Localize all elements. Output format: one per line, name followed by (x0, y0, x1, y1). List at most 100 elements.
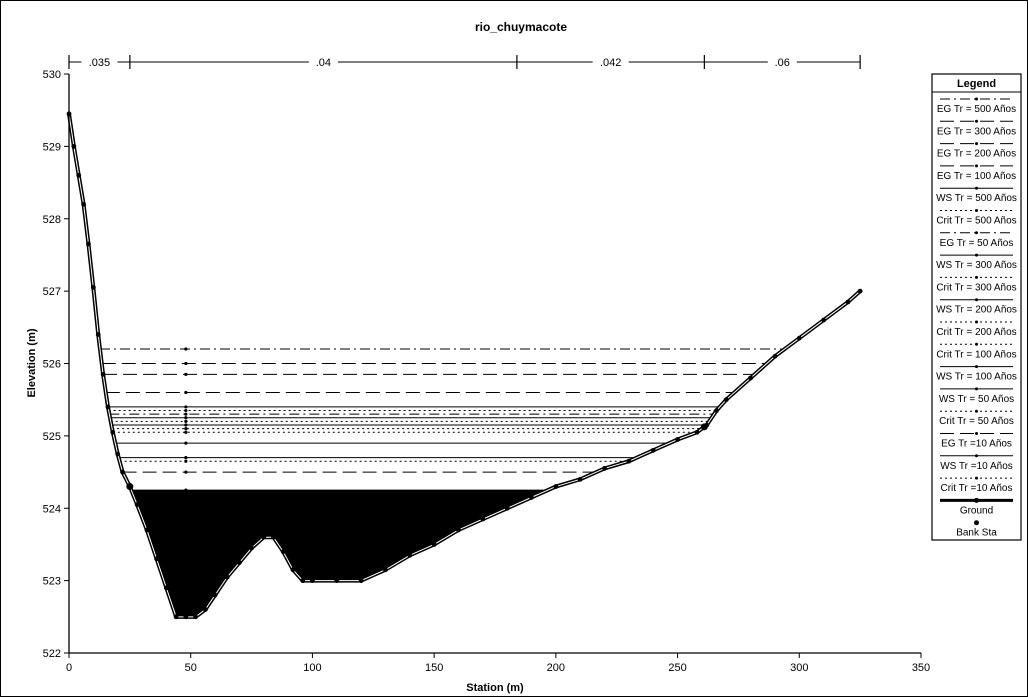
legend-entry-label: Crit Tr =10 Años (941, 483, 1013, 494)
y-tick-label: 522 (43, 648, 61, 660)
ground-point (193, 614, 198, 620)
level-marker (184, 416, 188, 420)
level-marker (184, 372, 188, 376)
legend-entry-label: Bank Sta (956, 528, 997, 539)
ground-point (723, 397, 729, 403)
legend-sample-marker (975, 142, 978, 146)
ground-point (76, 172, 82, 178)
ground-point (675, 437, 680, 442)
ground-point (100, 371, 106, 377)
y-tick-label: 528 (43, 214, 61, 226)
legend-sample-marker (975, 97, 978, 101)
ground-point (300, 578, 306, 584)
level-marker (184, 408, 188, 413)
legend-entry-label: WS Tr = 300 Años (936, 260, 1017, 271)
ground-point (358, 578, 364, 584)
ground-point (105, 404, 111, 410)
legend-entry-label: WS Tr =10 Años (940, 461, 1013, 472)
legend-sample-ground-marker (974, 497, 979, 503)
ground-point (183, 614, 189, 620)
ground-point (456, 527, 461, 533)
mannings-label-bg (592, 55, 629, 69)
level-marker (184, 423, 188, 427)
legend-entry-label: EG Tr = 500 Años (937, 104, 1016, 115)
y-tick-label: 529 (43, 141, 61, 153)
level-marker (184, 419, 188, 423)
legend-entry-label: Crit Tr = 300 Años (936, 282, 1016, 293)
ground-point (95, 332, 101, 337)
ground-point (212, 592, 218, 598)
ground-point (407, 552, 413, 558)
ground-point (237, 560, 242, 565)
ground-point (110, 429, 116, 435)
legend-entry-label: EG Tr = 50 Años (940, 238, 1014, 249)
mannings-label-bg (767, 55, 797, 69)
ground-point (224, 574, 230, 580)
ground-point (577, 476, 583, 482)
legend-box (931, 73, 1022, 541)
y-tick-label: 523 (43, 576, 61, 588)
water-fill-ws-tr-10-a-os (131, 490, 548, 617)
ground-point (86, 241, 91, 247)
legend-entry-label: WS Tr = 500 Años (936, 193, 1017, 204)
ground-point (271, 534, 276, 540)
legend-sample-marker (975, 164, 978, 168)
y-tick-label: 527 (43, 286, 61, 298)
x-tick-label: 50 (185, 662, 197, 674)
mannings-label: .042 (600, 57, 621, 69)
level-marker (184, 347, 188, 351)
mannings-label-bg (308, 55, 338, 69)
legend-sample-marker (975, 320, 978, 324)
ground-point (280, 549, 286, 555)
ground-point (821, 317, 827, 323)
legend-entry-label: Crit Tr = 500 Años (936, 216, 1016, 227)
level-marker (184, 490, 188, 494)
ground-point (553, 484, 559, 489)
x-tick-label: 250 (668, 662, 686, 674)
ground-point (529, 494, 534, 500)
level-marker (184, 459, 188, 463)
ground-point (154, 556, 160, 562)
legend-sample-marker (975, 253, 978, 257)
legend-entry-label: WS Tr = 50 Años (939, 394, 1014, 405)
x-tick-label: 100 (303, 662, 321, 674)
level-marker (184, 427, 188, 431)
legend-entry-label: EG Tr =10 Años (941, 439, 1012, 450)
ground-point (480, 516, 486, 522)
legend-sample-marker (975, 432, 978, 435)
mannings-label: .035 (89, 57, 110, 69)
level-marker (184, 412, 188, 416)
chart-title: rio_chuymacote (475, 20, 567, 34)
ground-point (134, 502, 140, 508)
y-tick-label: 526 (43, 359, 61, 371)
legend-sample-marker (975, 275, 978, 279)
legend-sample-marker (975, 409, 978, 413)
ground-point (120, 469, 125, 475)
level-marker (184, 455, 188, 460)
ground-point (602, 466, 607, 471)
legend-entry-label: Crit Tr = 50 Años (939, 416, 1014, 427)
level-marker (184, 430, 188, 434)
legend-sample-marker (975, 186, 978, 190)
ground-point (504, 505, 510, 511)
legend-sample-marker (975, 476, 978, 480)
legend-sample-marker (975, 365, 978, 369)
ground-point (714, 408, 719, 413)
ground-point (845, 299, 851, 305)
level-marker (184, 470, 188, 474)
legend-sample-marker (975, 231, 978, 235)
legend-entry-label: WS Tr = 100 Años (936, 372, 1017, 383)
ground-point (694, 429, 700, 435)
legend-sample-marker (975, 209, 978, 212)
ground-line-inner (68, 113, 861, 618)
ground-point (626, 458, 632, 464)
legend-entry-label: Ground (960, 505, 993, 516)
ground-point (71, 143, 77, 149)
ground-point (383, 567, 388, 573)
ground-point (144, 527, 150, 533)
legend-title: Legend (957, 78, 996, 90)
legend-sample-marker (975, 298, 978, 302)
ground-point (857, 288, 863, 294)
ground-point (115, 451, 121, 457)
